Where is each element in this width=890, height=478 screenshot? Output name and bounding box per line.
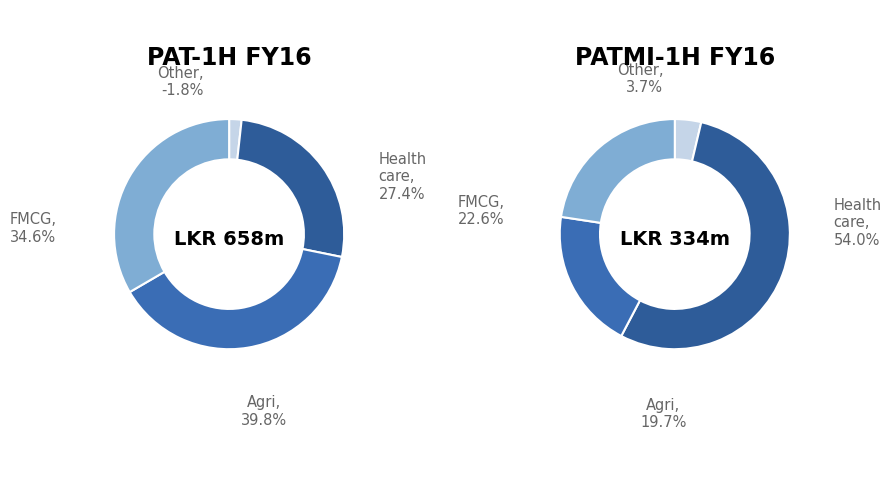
Text: Other,
-1.8%: Other, -1.8% <box>158 66 204 98</box>
Text: Health
care,
54.0%: Health care, 54.0% <box>834 198 882 248</box>
Text: Other,
3.7%: Other, 3.7% <box>617 63 663 95</box>
Text: Health
care,
27.4%: Health care, 27.4% <box>379 152 427 202</box>
Wedge shape <box>238 120 344 257</box>
Wedge shape <box>561 119 675 223</box>
Text: LKR 334m: LKR 334m <box>619 230 730 250</box>
Title: PATMI-1H FY16: PATMI-1H FY16 <box>575 46 775 70</box>
Text: Agri,
19.7%: Agri, 19.7% <box>640 398 686 430</box>
Wedge shape <box>130 249 342 349</box>
Wedge shape <box>229 119 242 160</box>
Wedge shape <box>621 122 789 349</box>
Text: LKR 658m: LKR 658m <box>174 230 284 250</box>
Title: PAT-1H FY16: PAT-1H FY16 <box>147 46 312 70</box>
Wedge shape <box>114 119 229 292</box>
Text: FMCG,
34.6%: FMCG, 34.6% <box>10 212 57 245</box>
Wedge shape <box>560 217 640 336</box>
Text: FMCG,
22.6%: FMCG, 22.6% <box>457 195 505 228</box>
Text: Agri,
39.8%: Agri, 39.8% <box>240 395 287 428</box>
Wedge shape <box>675 119 701 162</box>
